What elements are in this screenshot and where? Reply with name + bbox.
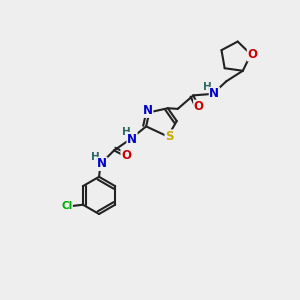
Text: N: N bbox=[97, 158, 107, 170]
Text: H: H bbox=[91, 152, 100, 162]
Text: O: O bbox=[121, 149, 131, 162]
Text: N: N bbox=[209, 87, 219, 101]
Text: H: H bbox=[122, 128, 130, 137]
Text: H: H bbox=[203, 82, 212, 92]
Text: S: S bbox=[165, 130, 174, 143]
Text: Cl: Cl bbox=[61, 201, 72, 211]
Text: O: O bbox=[248, 48, 257, 61]
Text: N: N bbox=[143, 104, 153, 117]
Text: O: O bbox=[194, 100, 204, 113]
Text: N: N bbox=[127, 133, 137, 146]
